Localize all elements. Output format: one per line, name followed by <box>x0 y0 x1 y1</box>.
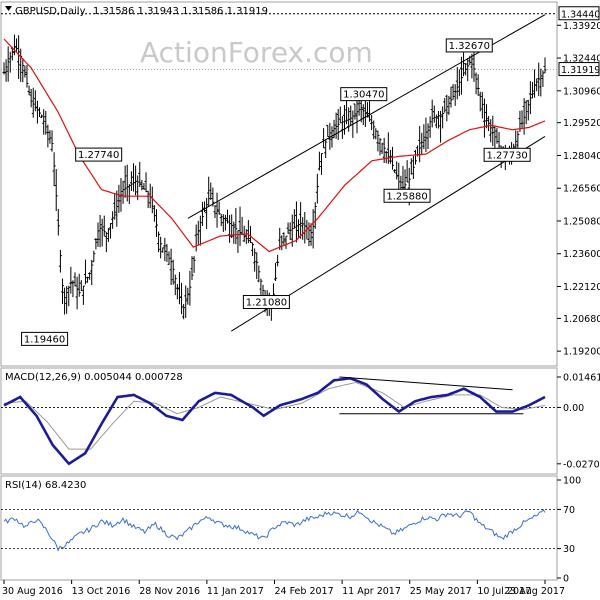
macd-panel <box>0 367 558 475</box>
macd-axis: 0.014614 0.00 -0.027031 <box>557 372 600 470</box>
price-annotation: 1.27740 <box>75 147 123 162</box>
macd-divergence-line <box>339 376 513 391</box>
price-tick-label: 1.22120 <box>563 282 600 293</box>
x-tick-label: 25 May 2017 <box>410 586 472 597</box>
macd-main-line <box>3 376 546 466</box>
price-tick-label: 1.26560 <box>563 184 600 195</box>
macd-layer <box>1 376 557 466</box>
price-tick-label: 1.32440 <box>563 54 600 65</box>
annotation-label: 1.27740 <box>78 150 119 161</box>
macd-tick-label: 0.00 <box>563 403 584 414</box>
macd-tick-label: -0.027031 <box>563 459 600 470</box>
annotation-box <box>21 331 69 346</box>
x-tick-label: 23 Aug 2017 <box>504 586 565 597</box>
x-tick-label: 28 Nov 2016 <box>139 586 200 597</box>
annotation-box <box>483 147 531 162</box>
annotation-box <box>445 38 493 53</box>
price-tick-label: 1.29520 <box>563 118 600 129</box>
price-tick-label: 1.23600 <box>563 249 600 260</box>
annotation-label: 1.21080 <box>246 298 287 309</box>
annotation-box <box>242 295 290 310</box>
x-tick-label: 11 Jan 2017 <box>207 586 264 597</box>
price-tick-label: 1.20680 <box>563 314 600 325</box>
macd-header: MACD(12,26,9) 0.005044 0.000728 <box>5 372 183 383</box>
price-tick-label: 1.19200 <box>563 347 600 358</box>
annotation-label: 1.30470 <box>343 90 384 101</box>
x-tick-label: 13 Oct 2016 <box>72 586 131 597</box>
symbol-label: GBPUSD,Daily <box>15 6 86 17</box>
rsi-tick-label: 0 <box>563 574 569 585</box>
x-tick-label: 30 Aug 2016 <box>2 586 63 597</box>
annotation-box <box>383 188 431 203</box>
price-axis: 1.33920 1.32440 1.30960 1.29520 1.28040 1.265… <box>557 6 600 358</box>
rsi-line <box>3 508 546 552</box>
price-tick-label: 1.30960 <box>563 86 600 97</box>
price-annotation: 1.32670 <box>445 38 493 53</box>
annotation-label: 1.27730 <box>486 150 527 161</box>
rsi-tick-label: 70 <box>563 505 575 516</box>
rsi-layer <box>1 508 557 552</box>
x-axis: 30 Aug 2016 13 Oct 2016 28 Nov 2016 11 Jan … <box>2 580 565 597</box>
annotation-label: 1.32670 <box>449 41 490 52</box>
rsi-header: RSI(14) 68.4230 <box>5 480 86 491</box>
price-tick-label: 1.33920 <box>563 21 600 32</box>
price-tick-label: 1.25080 <box>563 216 600 227</box>
ohlc-values: 1.31586 1.31943 1.31586 1.31919 <box>93 6 268 17</box>
price-annotation: 1.21080 <box>242 295 290 310</box>
price-annotation: 1.30470 <box>340 87 388 102</box>
annotation-label: 1.25880 <box>386 191 427 202</box>
x-tick-label: 24 Feb 2017 <box>275 586 334 597</box>
annotation-box <box>75 147 123 162</box>
rsi-tick-label: 30 <box>563 544 575 555</box>
current-price-box <box>558 62 600 77</box>
rsi-tick-label: 100 <box>563 476 581 487</box>
level-label: 1.34440 <box>561 9 600 20</box>
annotation-label: 1.19460 <box>24 334 65 345</box>
level-box <box>558 6 600 21</box>
moving-average-line <box>3 38 546 253</box>
header-arrow-icon <box>5 6 12 11</box>
annotation-box <box>340 87 388 102</box>
watermark: ActionForex.com <box>140 36 373 69</box>
rsi-panel <box>0 475 558 581</box>
price-annotation: 1.19460 <box>21 331 69 346</box>
price-annotation: 1.27730 <box>483 147 531 162</box>
price-layer: 1.19460 1.27740 1.21080 1.30470 1.25880 1.326… <box>1 13 557 346</box>
x-tick-label: 10 Jul 2017 <box>477 586 531 597</box>
x-tick-label: 11 Apr 2017 <box>342 586 401 597</box>
price-annotation: 1.25880 <box>383 188 431 203</box>
price-header: GBPUSD,Daily 1.31586 1.31943 1.31586 1.3… <box>5 6 268 17</box>
price-tick-label: 1.28040 <box>563 151 600 162</box>
current-price-label: 1.31919 <box>561 65 600 76</box>
rsi-axis: 100 70 30 0 <box>557 476 581 585</box>
macd-tick-label: 0.014614 <box>563 372 600 383</box>
